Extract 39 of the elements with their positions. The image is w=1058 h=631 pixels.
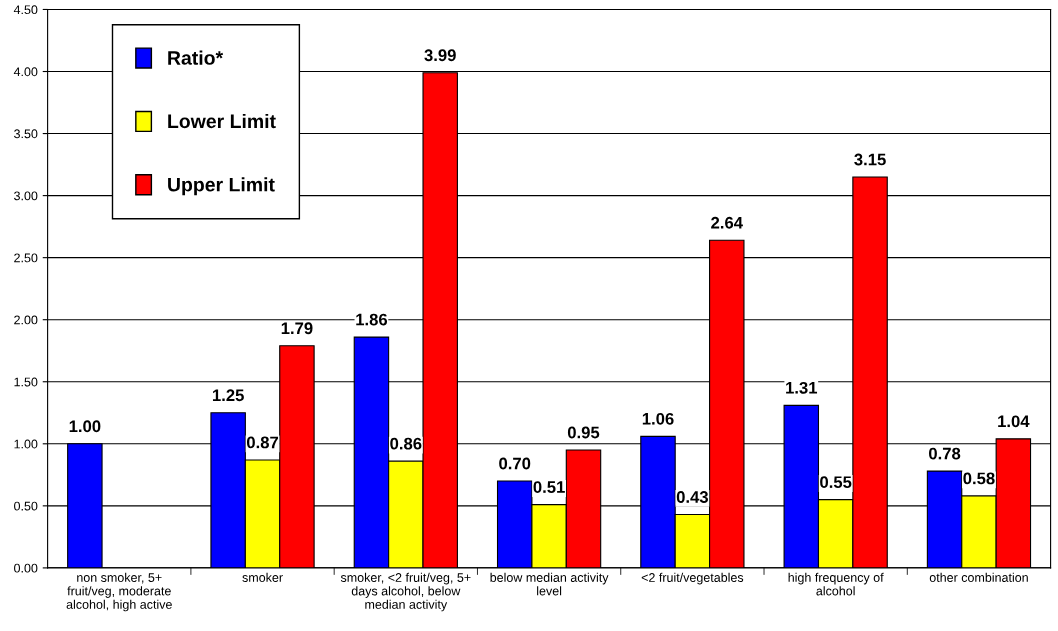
data-label: 1.86 (356, 313, 388, 326)
data-label: 0.43 (676, 491, 708, 503)
data-label: 0.55 (820, 476, 852, 489)
y-tick-label: 2.00 (14, 315, 38, 325)
x-tick-label: high frequency of alcohol (788, 572, 884, 596)
data-label: 1.79 (281, 322, 313, 335)
data-label: 0.95 (567, 426, 600, 439)
data-label: 0.87 (246, 436, 279, 449)
data-label: 1.00 (69, 420, 101, 433)
legend-label: Upper Limit (168, 177, 275, 196)
data-label: 1.04 (998, 415, 1030, 428)
data-label: 0.70 (499, 457, 531, 470)
y-tick-label: 3.00 (14, 191, 38, 201)
x-tick-label: smoker (242, 572, 283, 582)
data-label: 3.15 (854, 153, 886, 166)
data-label: 1.06 (642, 412, 674, 425)
y-tick-label: 0.00 (14, 563, 38, 573)
x-tick-label: smoker, <2 fruit/veg, 5+ days alcohol, below median activity (340, 572, 471, 612)
data-label: 1.25 (212, 389, 244, 402)
x-tick-label: <2 fruit/vegetables (641, 572, 744, 585)
data-label: 2.64 (711, 216, 743, 229)
x-tick-label: other combination (929, 572, 1028, 582)
legend-label: Ratio* (168, 50, 224, 65)
legend-label: Lower Limit (168, 113, 276, 129)
x-tick-label: non smoker, 5+ fruit/veg, moderate alcohol, high active (66, 572, 172, 612)
y-tick-label: 4.50 (13, 5, 38, 15)
y-tick-label: 4.00 (13, 67, 38, 77)
y-tick-label: 1.00 (14, 439, 38, 449)
data-label: 1.31 (786, 381, 818, 394)
data-label: 3.99 (424, 49, 456, 62)
y-tick-label: 2.50 (14, 253, 38, 263)
y-tick-label: 0.50 (14, 501, 38, 511)
y-tick-label: 1.50 (14, 377, 38, 387)
data-label: 0.51 (533, 481, 565, 493)
data-label: 0.86 (390, 437, 422, 450)
data-label: 0.58 (963, 472, 995, 485)
x-tick-label: below median activity level (490, 572, 609, 596)
y-tick-label: 3.50 (14, 129, 38, 139)
data-label: 0.78 (929, 447, 961, 460)
